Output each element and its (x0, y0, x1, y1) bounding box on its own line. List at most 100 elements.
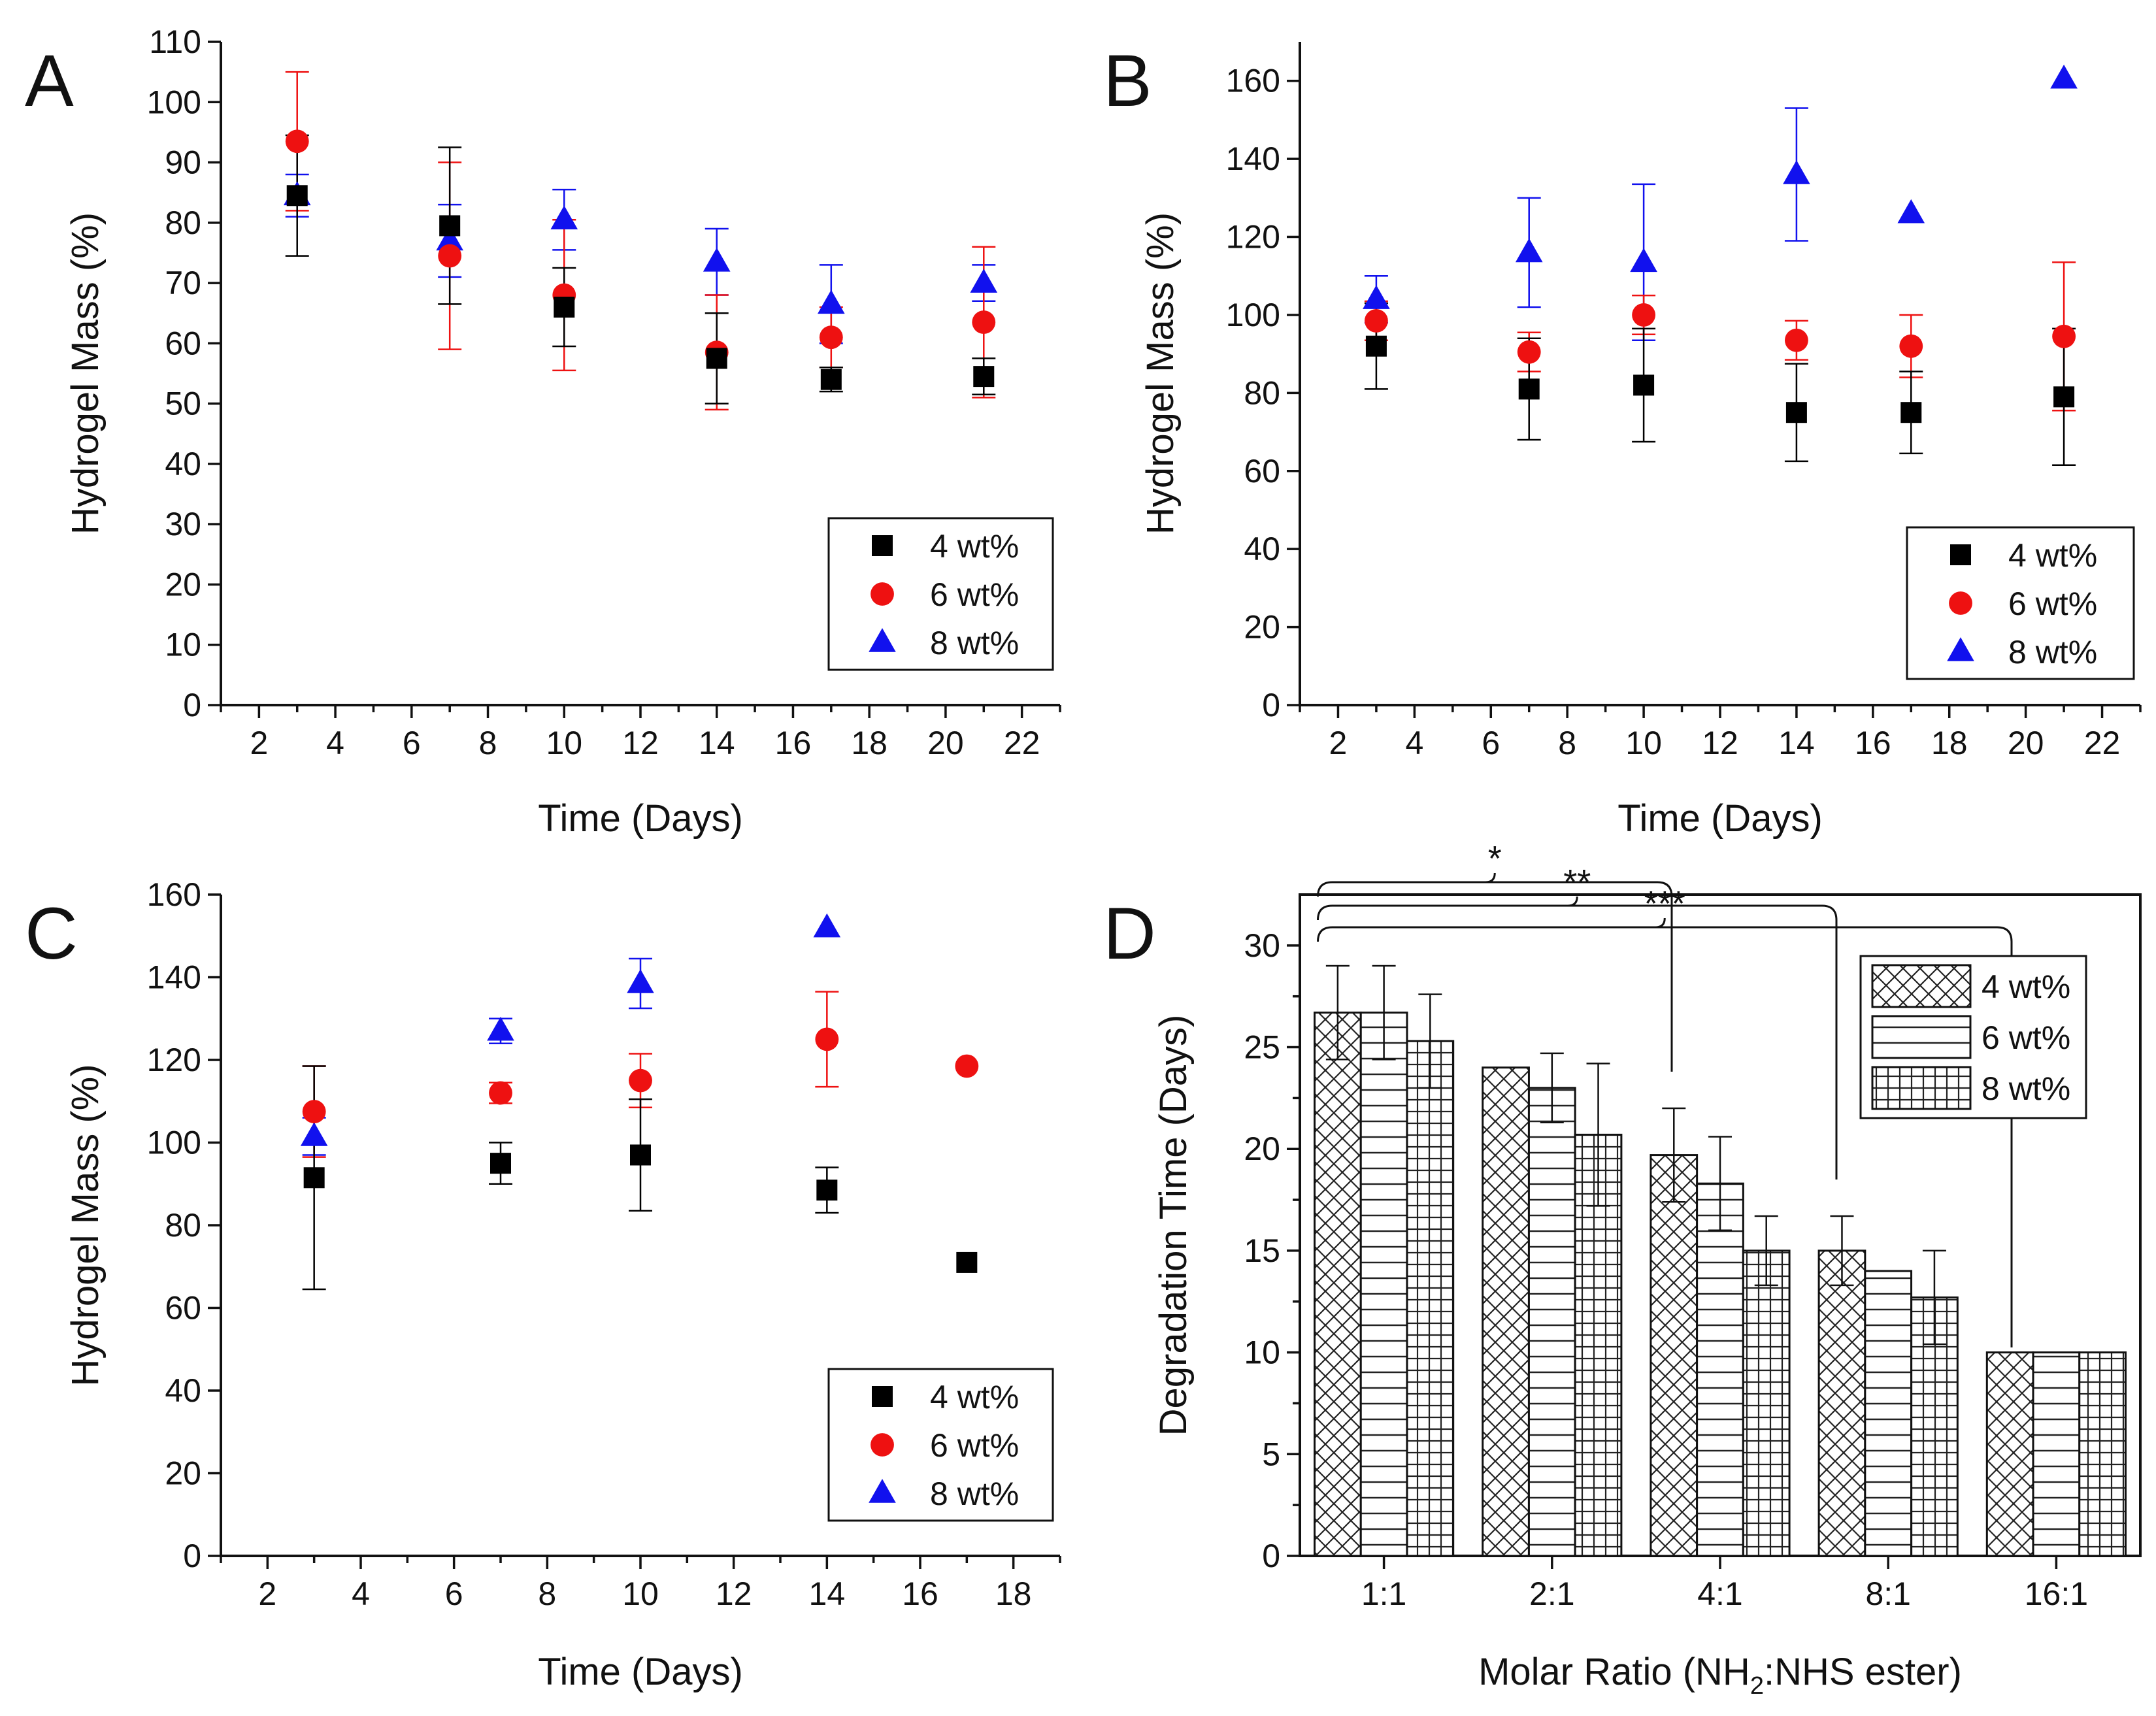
data-point-square (1518, 378, 1540, 400)
y-tick-label: 80 (165, 1207, 201, 1244)
data-point-circle (955, 1054, 979, 1078)
data-point-triangle (550, 205, 578, 229)
y-tick-label: 10 (1244, 1334, 1280, 1371)
x-tick-label: 20 (927, 725, 964, 761)
legend-box (827, 517, 1054, 671)
x-tick-label: 10 (622, 1576, 659, 1612)
legend-label: 8 wt% (930, 1476, 1019, 1512)
y-tick-label: 70 (165, 265, 201, 301)
data-point-triangle (703, 247, 731, 272)
significance-bracket (1317, 881, 1673, 897)
data-point-triangle (627, 969, 654, 993)
data-point-circle (285, 129, 309, 154)
data-point-square (816, 1180, 838, 1201)
y-tick-label: 5 (1262, 1436, 1280, 1472)
x-tick-label: 4:1 (1697, 1576, 1743, 1612)
y-tick-label: 20 (1244, 609, 1280, 646)
legend-marker-square (872, 535, 893, 556)
data-point-square (630, 1144, 651, 1166)
bar (1864, 1270, 1913, 1557)
y-tick-label: 30 (1244, 927, 1280, 964)
data-point-circle (1517, 340, 1541, 364)
data-point-circle (438, 244, 462, 268)
data-point-triangle (2050, 64, 2078, 89)
x-tick-label: 16 (902, 1576, 938, 1612)
y-tick-label: 15 (1244, 1232, 1280, 1269)
data-point-circle (1632, 303, 1656, 327)
x-axis-title: Time (Days) (538, 797, 743, 840)
data-point-triangle (436, 226, 463, 251)
legend-marker-square (872, 1386, 893, 1407)
data-point-square (554, 297, 575, 318)
y-tick-label: 60 (165, 325, 201, 361)
x-axis-title-subscript: 2 (1750, 1672, 1764, 1700)
data-point-triangle (1783, 160, 1810, 184)
y-tick-label: 30 (165, 506, 201, 542)
y-tick-label: 25 (1244, 1029, 1280, 1066)
data-point-triangle (970, 269, 998, 293)
y-tick-label: 160 (1226, 63, 1280, 99)
data-point-triangle (1630, 248, 1657, 272)
x-tick-label: 8:1 (1865, 1576, 1911, 1612)
data-point-square (820, 369, 842, 390)
bar (1650, 1154, 1699, 1557)
y-tick-label: 0 (183, 1538, 201, 1574)
legend-label: 8 wt% (2008, 634, 2097, 670)
data-point-square (1365, 335, 1387, 357)
legend-box (827, 1368, 1054, 1522)
data-point-triangle (818, 289, 845, 314)
x-tick-label: 6 (403, 725, 421, 761)
y-tick-label: 110 (149, 24, 201, 60)
bar (2078, 1351, 2127, 1557)
legend-label: 4 wt% (930, 1379, 1019, 1415)
y-tick-label: 140 (147, 959, 201, 996)
data-point-square (439, 215, 461, 237)
x-axis-title-main: Molar Ratio (NH (1478, 1651, 1750, 1693)
bracket-notch (1568, 896, 1578, 907)
legend-label: 4 wt% (930, 528, 1019, 565)
x-tick-label: 18 (1931, 725, 1968, 761)
data-point-triangle (1515, 238, 1543, 263)
data-point-triangle (300, 1122, 328, 1146)
y-axis-title: Hydrogel Mass (%) (1139, 212, 1182, 535)
legend-label: 8 wt% (1982, 1070, 2070, 1107)
legend-marker-circle (871, 582, 894, 606)
data-point-triangle (813, 913, 841, 938)
y-tick-label: 10 (165, 627, 201, 663)
x-tick-label: 18 (995, 1576, 1032, 1612)
x-tick-label: 20 (2008, 725, 2044, 761)
y-tick-label: 40 (165, 1372, 201, 1409)
x-tick-label: 4 (352, 1576, 370, 1612)
x-axis-title: Time (Days) (538, 1651, 743, 1693)
data-point-triangle (487, 1016, 514, 1041)
legend-label: 6 wt% (930, 1427, 1019, 1464)
panel-letter: D (1103, 893, 1156, 974)
y-tick-label: 80 (1244, 374, 1280, 411)
data-point-circle (1899, 334, 1923, 358)
x-tick-label: 10 (546, 725, 582, 761)
data-point-square (1900, 402, 1922, 423)
data-point-square (490, 1153, 511, 1174)
x-axis-title: Molar Ratio (NH2:NHS ester) (1478, 1651, 1962, 1700)
data-point-square (303, 1167, 325, 1189)
bar (1985, 1351, 2034, 1557)
bar (1742, 1249, 1791, 1557)
data-point-square (1785, 402, 1807, 423)
data-point-circle (2052, 324, 2076, 348)
y-tick-label: 60 (165, 1290, 201, 1327)
bar (1817, 1249, 1866, 1557)
panel-c: C 0 20 40 60 80 100 120 140 160 2 4 6 8 10 12 14 16 18 Time… (25, 876, 1061, 1693)
y-tick-label: 40 (1244, 531, 1280, 567)
legend-swatch (1871, 1015, 1972, 1059)
x-tick-label: 2:1 (1529, 1576, 1575, 1612)
y-tick-label: 120 (1226, 219, 1280, 256)
data-point-circle (302, 1100, 326, 1123)
data-point-square (2053, 386, 2075, 408)
x-tick-label: 22 (2084, 725, 2121, 761)
legend-swatch (1871, 964, 1972, 1008)
legend-swatch (1871, 1066, 1972, 1110)
y-tick-label: 20 (165, 1455, 201, 1492)
x-tick-label: 12 (622, 725, 659, 761)
